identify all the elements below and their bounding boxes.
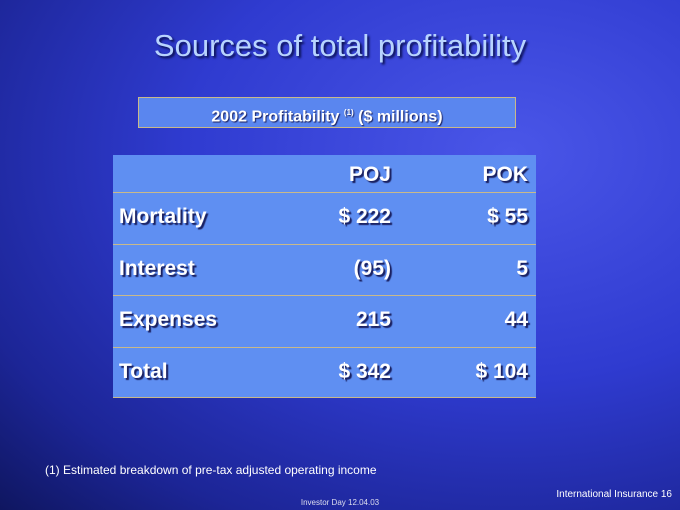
row-value: (95): [353, 256, 391, 280]
row-value: $ 222: [338, 205, 391, 228]
row-separator: [113, 397, 536, 398]
table: POJ POK Mortality $ 222 $ 55 Interest (95) 5 Exp…: [113, 155, 536, 398]
row-value: $ 104: [475, 359, 528, 383]
footer-section: International Insurance 16: [556, 489, 672, 500]
row-value: $ 342: [338, 359, 391, 383]
row-label: Total: [119, 359, 168, 383]
row-label: Interest: [119, 256, 195, 280]
row-separator: [113, 295, 536, 296]
row-value: 5: [516, 256, 528, 280]
column-header: POJ: [348, 163, 391, 186]
row-separator: [113, 192, 536, 193]
row-separator: [113, 346, 536, 348]
note-ref: (1): [343, 108, 354, 117]
slide-title: Sources of total profitability: [153, 28, 527, 63]
row-value: 44: [504, 308, 528, 331]
section: International Insurance: [556, 489, 659, 500]
row-label: Mortality: [119, 205, 207, 228]
page-number: 16: [660, 489, 672, 500]
row-value: 215: [355, 308, 391, 331]
row-label: Expenses: [119, 308, 218, 331]
subtitle-box: 2002 Profitability (1) ($ millions): [138, 97, 516, 128]
units: ($ millions): [358, 108, 443, 126]
footnote: (1) Estimated breakdown of pre-tax adjus…: [45, 463, 377, 477]
subtitle: 2002 Profitability: [211, 108, 340, 126]
column-header: POK: [482, 163, 528, 186]
row-value: $ 55: [487, 205, 528, 228]
row-separator: [113, 243, 536, 245]
event-label: Investor Day 12.04.03: [300, 498, 380, 507]
